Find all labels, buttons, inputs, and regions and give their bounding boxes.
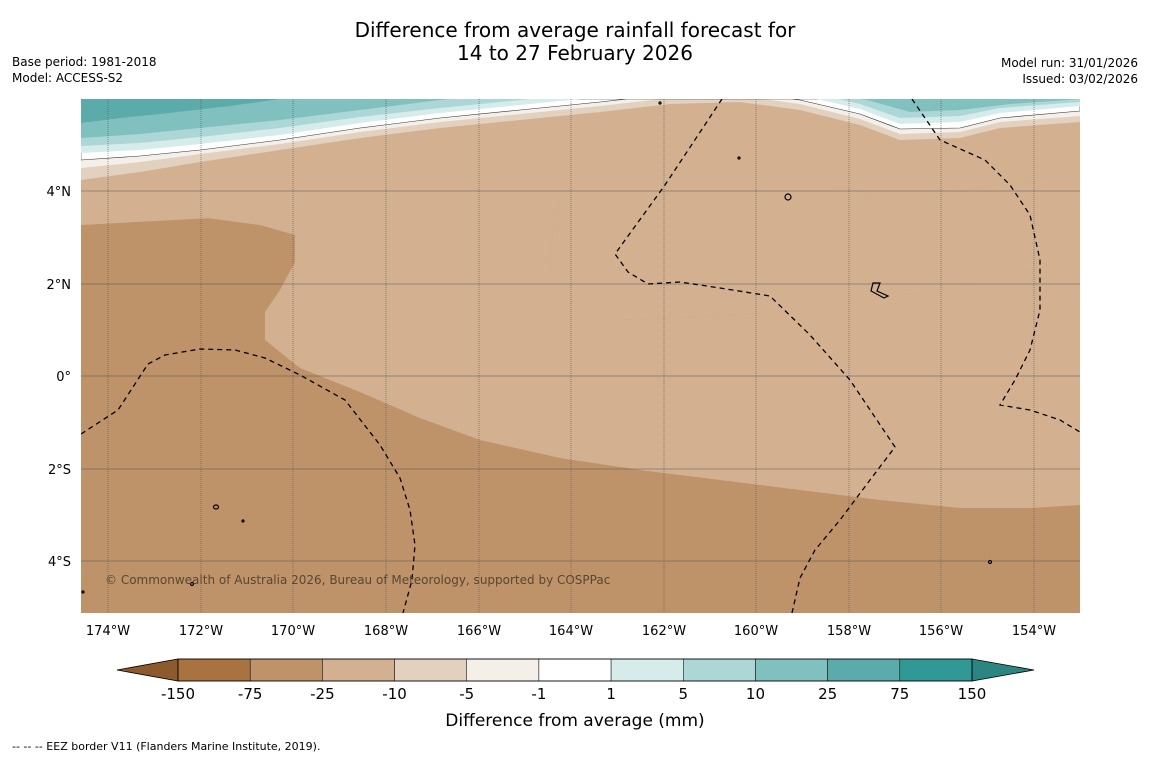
legend-swatch bbox=[249, 658, 323, 682]
model-name: Model: ACCESS-S2 bbox=[12, 71, 124, 85]
eez-borders bbox=[81, 99, 1080, 613]
copyright-notice: © Commonwealth of Australia 2026, Bureau… bbox=[105, 573, 610, 587]
graticule bbox=[81, 99, 1080, 613]
x-tick-label: 160°W bbox=[734, 624, 778, 639]
x-tick-label: 166°W bbox=[457, 624, 501, 639]
legend-swatch bbox=[466, 658, 540, 682]
chart-title: Difference from average rainfall forecas… bbox=[0, 19, 1150, 65]
legend-swatch bbox=[683, 658, 756, 682]
legend-swatch bbox=[899, 658, 973, 682]
legend-label: -1 bbox=[531, 685, 546, 703]
island-5 bbox=[189, 581, 195, 587]
legend-swatch bbox=[177, 658, 251, 682]
legend-label: -75 bbox=[238, 685, 263, 703]
legend-label: -150 bbox=[161, 685, 195, 703]
island-2 bbox=[870, 282, 890, 299]
anomaly-band-25-75-west bbox=[81, 99, 280, 123]
map-area: © Commonwealth of Australia 2026, Bureau… bbox=[81, 99, 1080, 613]
legend-label: -5 bbox=[459, 685, 474, 703]
legend-label: 150 bbox=[958, 685, 987, 703]
island-3 bbox=[212, 504, 220, 510]
island-1 bbox=[784, 193, 792, 201]
island-9 bbox=[81, 590, 85, 594]
legend-labels: -150 -75 -25 -10 -5 -1 1 5 10 25 75 150 bbox=[161, 685, 986, 703]
x-tick-label: 174°W bbox=[86, 624, 130, 639]
legend-title: Difference from average (mm) bbox=[445, 711, 704, 731]
legend-segments bbox=[177, 658, 973, 682]
y-axis: 4°N 2°N 0° 2°S 4°S bbox=[47, 185, 72, 570]
legend-swatch bbox=[827, 658, 901, 682]
x-tick-label: 168°W bbox=[364, 624, 408, 639]
legend-label: -10 bbox=[382, 685, 407, 703]
title-line-2: 14 to 27 February 2026 bbox=[457, 41, 693, 65]
model-run: Model run: 31/01/2026 bbox=[1000, 56, 1138, 70]
anomaly-band-10-25 bbox=[81, 99, 1080, 138]
x-tick-label: 158°W bbox=[827, 624, 871, 639]
x-tick-label: 162°W bbox=[642, 624, 686, 639]
legend-swatch bbox=[755, 658, 828, 682]
issued-date: Issued: 03/02/2026 bbox=[1022, 72, 1138, 86]
island-6 bbox=[987, 559, 993, 565]
island-8 bbox=[658, 101, 662, 105]
legend-label: -25 bbox=[310, 685, 335, 703]
anomaly-band-25-10-central bbox=[81, 146, 1080, 508]
legend-extend-low bbox=[116, 658, 179, 682]
x-tick-label: 154°W bbox=[1012, 624, 1056, 639]
y-tick-label: 2°S bbox=[48, 463, 71, 478]
base-period: Base period: 1981-2018 bbox=[12, 55, 157, 69]
legend-extend-high bbox=[971, 658, 1035, 682]
legend-swatch bbox=[394, 658, 467, 682]
eez-border-central bbox=[614, 99, 896, 613]
x-tick-label: 172°W bbox=[179, 624, 223, 639]
legend-label: 1 bbox=[606, 685, 616, 703]
legend-label: 25 bbox=[818, 685, 837, 703]
eez-border-east bbox=[911, 99, 1080, 433]
title-line-1: Difference from average rainfall forecas… bbox=[354, 18, 796, 42]
metadata-left: Base period: 1981-2018 Model: ACCESS-S2 bbox=[12, 54, 157, 86]
legend-colorbar: -150 -75 -25 -10 -5 -1 1 5 10 25 75 150 Difference … bbox=[116, 658, 1035, 731]
islands bbox=[81, 101, 993, 594]
legend-label: 5 bbox=[678, 685, 688, 703]
y-tick-label: 4°N bbox=[47, 185, 72, 200]
legend-label: 75 bbox=[890, 685, 909, 703]
x-tick-label: 164°W bbox=[549, 624, 593, 639]
x-axis: 174°W 172°W 170°W 168°W 166°W 164°W 162°… bbox=[86, 624, 1056, 639]
y-tick-label: 0° bbox=[56, 370, 71, 385]
x-tick-label: 156°W bbox=[919, 624, 963, 639]
y-tick-label: 2°N bbox=[47, 278, 72, 293]
island-4 bbox=[241, 519, 245, 523]
y-tick-label: 4°S bbox=[48, 555, 71, 570]
eez-footnote: -- -- -- EEZ border V11 (Flanders Marine… bbox=[12, 740, 321, 753]
legend-swatch bbox=[538, 658, 612, 682]
metadata-right: Model run: 31/01/2026 Issued: 03/02/2026 bbox=[1001, 55, 1138, 87]
anomaly-band-25-10-north bbox=[81, 99, 1080, 320]
eez-border-west bbox=[81, 348, 416, 613]
island-7 bbox=[737, 156, 741, 160]
legend-label: 10 bbox=[746, 685, 765, 703]
legend-swatch bbox=[322, 658, 395, 682]
x-tick-label: 170°W bbox=[271, 624, 315, 639]
legend-swatch bbox=[610, 658, 684, 682]
